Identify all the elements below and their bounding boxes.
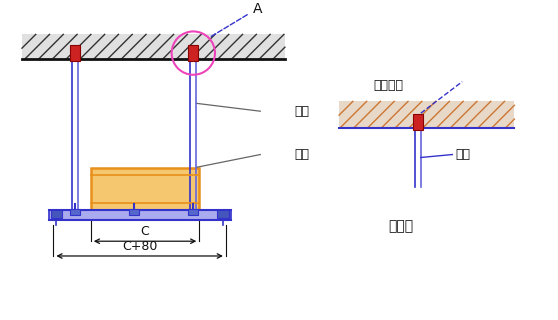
Text: C+80: C+80 — [122, 240, 157, 253]
Text: 圆钢: 圆钢 — [295, 105, 310, 118]
Bar — [49, 210, 231, 220]
Bar — [189, 209, 198, 215]
Bar — [51, 210, 62, 218]
Bar — [70, 209, 80, 215]
Text: A: A — [210, 2, 262, 37]
Text: 桥架: 桥架 — [295, 148, 310, 161]
Text: C: C — [141, 225, 150, 238]
Bar — [129, 209, 139, 215]
Bar — [91, 168, 199, 210]
Text: Ⓐ详图: Ⓐ详图 — [388, 220, 413, 233]
Bar — [189, 45, 198, 61]
Text: 膨胀螺栓: 膨胀螺栓 — [373, 78, 403, 92]
Text: 吊杆: 吊杆 — [455, 148, 470, 161]
Bar — [339, 101, 514, 128]
Bar — [217, 210, 229, 218]
Bar — [70, 45, 80, 61]
Bar — [22, 34, 285, 59]
Bar — [413, 114, 423, 130]
